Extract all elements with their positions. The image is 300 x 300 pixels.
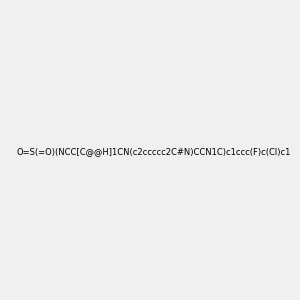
Text: O=S(=O)(NCC[C@@H]1CN(c2ccccc2C#N)CCN1C)c1ccc(F)c(Cl)c1: O=S(=O)(NCC[C@@H]1CN(c2ccccc2C#N)CCN1C)c… <box>16 147 291 156</box>
